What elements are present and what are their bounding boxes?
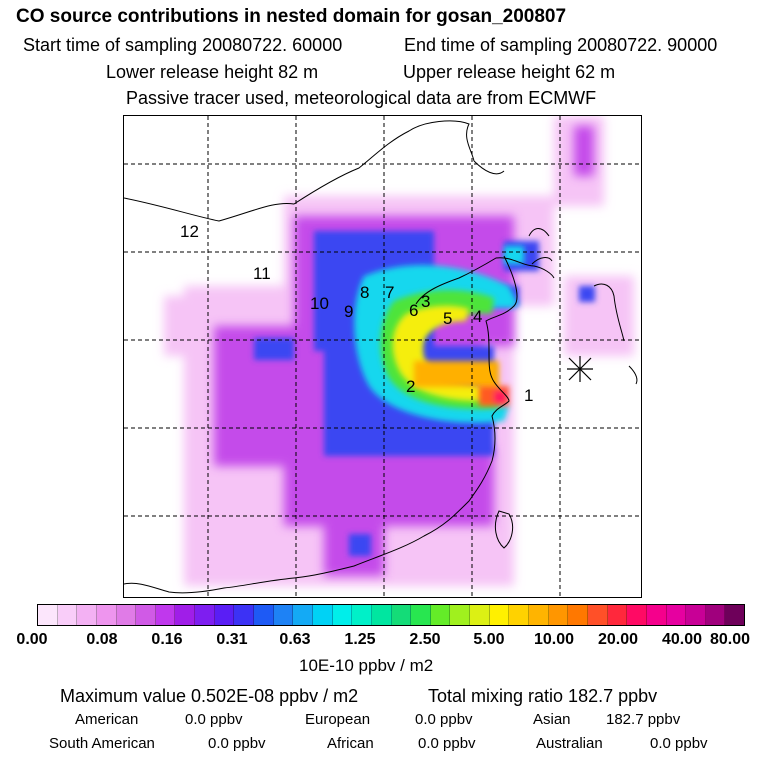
colorbar-swatch-2 xyxy=(77,605,97,625)
colorbar-tick-8: 10.00 xyxy=(533,631,575,648)
asian-label: Asian xyxy=(533,711,571,728)
concentration-map xyxy=(124,116,641,597)
african-value: 0.0 ppbv xyxy=(418,735,476,752)
colorbar-swatch-23 xyxy=(489,605,510,625)
end-time-text: End time of sampling 20080722. 90000 xyxy=(404,35,718,55)
region-label-4: 4 xyxy=(473,307,483,326)
total-mixing-text: Total mixing ratio 182.7 ppbv xyxy=(428,686,658,706)
colorbar-tick-5: 1.25 xyxy=(344,631,376,648)
colorbar-tick-1: 0.08 xyxy=(86,631,118,648)
south-american-value: 0.0 ppbv xyxy=(208,735,266,752)
colorbar-swatch-28 xyxy=(587,605,608,625)
colorbar-swatch-29 xyxy=(607,605,628,625)
colorbar-swatch-21 xyxy=(450,605,471,625)
coastlines xyxy=(124,120,638,594)
region-label-9: 9 xyxy=(344,302,354,321)
colorbar-swatch-9 xyxy=(214,605,235,625)
colorbar-tick-4: 0.63 xyxy=(279,631,311,648)
colorbar-swatch-14 xyxy=(312,605,333,625)
colorbar-swatch-10 xyxy=(234,605,255,625)
colorbar-swatch-15 xyxy=(332,605,353,625)
colorbar-swatch-27 xyxy=(568,605,588,625)
lower-height-text: Lower release height 82 m xyxy=(106,62,319,82)
colorbar-swatch-17 xyxy=(371,605,392,625)
colorbar-swatch-31 xyxy=(646,605,667,625)
start-time-text: Start time of sampling 20080722. 60000 xyxy=(23,35,343,55)
colorbar-swatch-11 xyxy=(254,605,274,625)
south-american-label: South American xyxy=(49,735,155,752)
tracer-note-text: Passive tracer used, meteorological data… xyxy=(126,88,597,108)
colorbar-swatch-16 xyxy=(352,605,372,625)
region-label-1: 1 xyxy=(524,386,534,405)
colorbar-tick-3: 0.31 xyxy=(216,631,248,648)
lat-lon-grid xyxy=(124,116,641,597)
colorbar-swatch-20 xyxy=(430,605,451,625)
colorbar-tick-7: 5.00 xyxy=(473,631,505,648)
asian-value: 182.7 ppbv xyxy=(606,711,681,728)
american-label: American xyxy=(75,711,139,728)
colorbar-swatch-12 xyxy=(273,605,294,625)
max-value-text: Maximum value 0.502E-08 ppbv / m2 xyxy=(60,686,359,706)
colorbar-swatch-7 xyxy=(175,605,196,625)
colorbar-tick-9: 20.00 xyxy=(597,631,639,648)
colorbar-swatch-0 xyxy=(38,605,58,625)
australian-value: 0.0 ppbv xyxy=(650,735,708,752)
colorbar-swatch-5 xyxy=(136,605,156,625)
colorbar-tick-6: 2.50 xyxy=(409,631,441,648)
colorbar-swatch-30 xyxy=(627,605,647,625)
region-label-5: 5 xyxy=(443,309,453,328)
colorbar-swatch-6 xyxy=(155,605,176,625)
region-label-11: 11 xyxy=(253,264,271,283)
region-label-8: 8 xyxy=(360,283,370,302)
colorbar-swatch-1 xyxy=(57,605,78,625)
region-label-7: 7 xyxy=(385,283,395,302)
upper-height-text: Upper release height 62 m xyxy=(403,62,616,82)
colorbar-swatch-3 xyxy=(96,605,117,625)
region-label-2: 2 xyxy=(406,377,416,396)
african-label: African xyxy=(327,735,374,752)
colorbar-swatch-26 xyxy=(548,605,569,625)
region-label-12: 12 xyxy=(180,222,199,241)
colorbar xyxy=(37,604,745,626)
colorbar-tick-2: 0.16 xyxy=(151,631,183,648)
colorbar-tick-10: 40.00 xyxy=(661,631,703,648)
colorbar-swatch-19 xyxy=(411,605,431,625)
plot-title: CO source contributions in nested domain… xyxy=(16,6,567,27)
colorbar-swatch-8 xyxy=(195,605,215,625)
colorbar-tick-0: 0.00 xyxy=(16,631,48,648)
colorbar-swatch-25 xyxy=(529,605,549,625)
colorbar-swatch-18 xyxy=(391,605,412,625)
region-label-3: 3 xyxy=(421,292,431,311)
european-label: European xyxy=(305,711,371,728)
region-label-10: 10 xyxy=(310,294,329,313)
colorbar-swatch-13 xyxy=(293,605,313,625)
colorbar-swatch-33 xyxy=(686,605,706,625)
colorbar-swatch-24 xyxy=(509,605,530,625)
colorbar-units: 10E-10 ppbv / m2 xyxy=(299,656,434,675)
colorbar-swatch-22 xyxy=(470,605,490,625)
colorbar-tick-11: 80.00 xyxy=(709,631,751,648)
colorbar-swatch-35 xyxy=(725,605,745,625)
colorbar-swatch-34 xyxy=(705,605,726,625)
map-panel: 1 2 3 4 5 6 7 8 9 10 11 12 xyxy=(123,115,642,598)
colorbar-swatch-32 xyxy=(666,605,687,625)
american-value: 0.0 ppbv xyxy=(185,711,243,728)
australian-label: Australian xyxy=(536,735,603,752)
european-value: 0.0 ppbv xyxy=(415,711,473,728)
receptor-star-icon xyxy=(567,356,593,382)
colorbar-swatch-4 xyxy=(116,605,137,625)
region-label-6: 6 xyxy=(409,301,419,320)
